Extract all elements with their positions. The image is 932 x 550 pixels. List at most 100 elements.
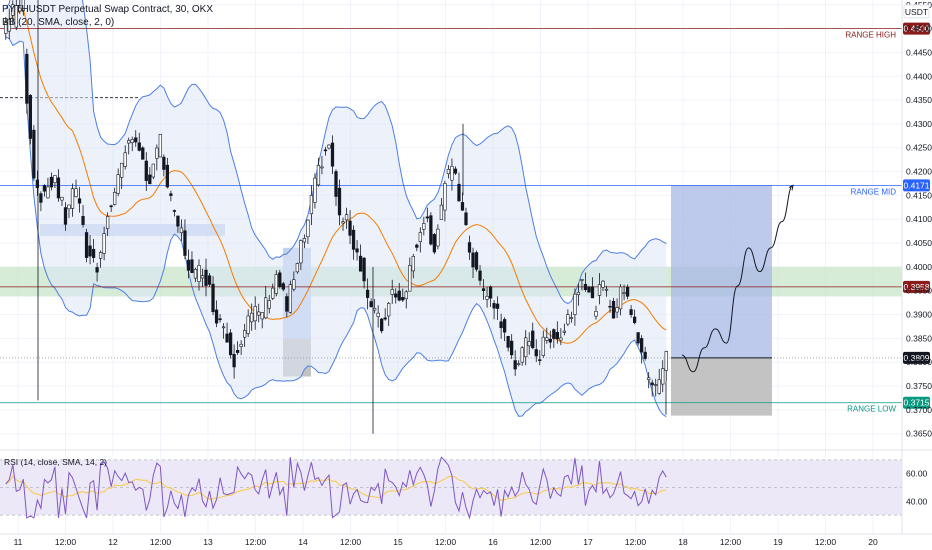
candle xyxy=(661,368,665,385)
x-tick-label: 12:00 xyxy=(720,537,742,547)
candle xyxy=(172,210,177,212)
candle xyxy=(611,300,616,319)
candle xyxy=(541,336,545,356)
candle xyxy=(113,192,117,205)
candle xyxy=(316,164,321,186)
candle xyxy=(548,338,552,343)
candle xyxy=(510,340,514,356)
candle xyxy=(654,384,658,386)
candle xyxy=(471,252,475,268)
price-tag-text: 0.3958 xyxy=(904,282,930,292)
bollinger-bands xyxy=(5,0,667,418)
y-tick-label: 0.4400 xyxy=(906,71,932,81)
candle xyxy=(25,53,29,104)
candle xyxy=(295,263,299,273)
candle xyxy=(320,166,324,169)
candle xyxy=(415,244,419,248)
candle xyxy=(193,269,198,279)
x-tick-label: 12:00 xyxy=(55,537,77,547)
candle xyxy=(49,176,54,188)
candle xyxy=(28,95,32,139)
y-tick-label: 0.4250 xyxy=(906,143,932,153)
candle xyxy=(81,215,85,225)
candle xyxy=(274,274,278,294)
candle xyxy=(250,312,254,323)
candle xyxy=(401,297,405,301)
candle xyxy=(429,215,433,245)
candle xyxy=(632,316,637,323)
candle xyxy=(590,286,595,299)
candle xyxy=(204,269,208,286)
candle xyxy=(42,185,47,192)
candle xyxy=(313,177,317,203)
candle xyxy=(576,291,581,295)
y-tick-label: 0.3950 xyxy=(906,286,932,296)
candle xyxy=(450,165,454,181)
candle xyxy=(657,379,661,394)
candle xyxy=(513,360,517,370)
candle xyxy=(137,142,141,151)
candle xyxy=(309,195,314,215)
symbol-title[interactable]: PYTHUSDT Perpetual Swap Contract, 30, OK… xyxy=(2,4,214,15)
candle xyxy=(214,309,219,324)
candle xyxy=(14,5,18,28)
candle xyxy=(499,321,503,329)
x-tick-label: 12:00 xyxy=(245,537,267,547)
candle xyxy=(228,332,233,356)
candle xyxy=(373,308,377,311)
currency-badge xyxy=(903,4,930,19)
candle xyxy=(302,238,307,243)
candle xyxy=(474,252,479,270)
candle xyxy=(492,303,496,309)
candle xyxy=(253,306,257,322)
candle xyxy=(569,317,574,319)
candle xyxy=(330,142,335,167)
y-tick-label: 0.4500 xyxy=(906,24,932,34)
candle xyxy=(67,204,71,210)
candle xyxy=(478,270,482,281)
candle xyxy=(278,272,282,288)
candle xyxy=(334,171,338,197)
x-tick-label: 11 xyxy=(14,537,23,547)
candle xyxy=(618,286,623,310)
price-tag xyxy=(903,396,930,409)
candle xyxy=(200,275,205,279)
candle xyxy=(365,289,370,298)
y-tick-label: 0.4000 xyxy=(906,262,932,272)
bb-indicator-label[interactable]: BB (20, SMA, close, 2, 0) xyxy=(2,17,115,28)
candle xyxy=(337,187,342,216)
candle xyxy=(555,332,559,340)
candle xyxy=(98,252,103,259)
projection-arrow xyxy=(788,184,794,191)
candle xyxy=(323,149,328,152)
candle xyxy=(53,175,57,183)
candle xyxy=(211,283,215,313)
candle xyxy=(629,309,633,315)
rsi-tick-label: 60.00 xyxy=(906,469,928,479)
candle xyxy=(369,301,373,308)
projection-path xyxy=(681,184,794,373)
y-tick-label: 0.4150 xyxy=(906,190,932,200)
candle xyxy=(397,290,401,301)
bb-lower xyxy=(5,36,667,418)
candle xyxy=(545,337,549,341)
price-tag xyxy=(903,179,930,192)
stop-box xyxy=(671,357,772,416)
candle xyxy=(376,312,380,317)
candle xyxy=(594,311,598,317)
candle xyxy=(460,202,465,211)
price-tag-text: 0.3809 xyxy=(904,353,930,363)
chart-legend: PYTHUSDT Perpetual Swap Contract, 30, OK… xyxy=(2,3,213,29)
candle xyxy=(221,326,226,329)
candle xyxy=(120,162,124,178)
candle xyxy=(524,337,528,358)
candle xyxy=(481,288,486,291)
candle xyxy=(246,315,250,334)
candle xyxy=(288,284,292,313)
candle xyxy=(647,377,651,380)
candle xyxy=(46,186,50,199)
time-axis: 11 12:00 12 12:00 13 12:00 14 12:00 15 12:00 16 12:… xyxy=(0,533,932,547)
y-tick-label: 0.4300 xyxy=(906,119,932,129)
candle xyxy=(650,382,654,386)
